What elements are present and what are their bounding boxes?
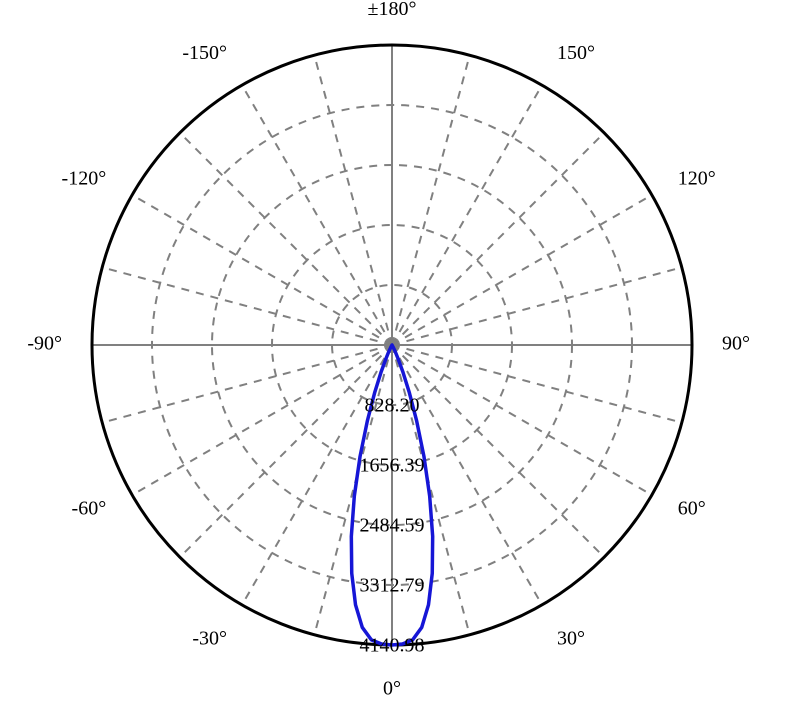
angle-label: 0° bbox=[383, 678, 401, 700]
radial-label: 4140.98 bbox=[360, 635, 425, 657]
radial-label: 3312.79 bbox=[360, 575, 425, 597]
radial-label: 828.20 bbox=[365, 395, 420, 417]
angle-label: 120° bbox=[678, 168, 716, 190]
angle-label: -120° bbox=[62, 168, 107, 190]
polar-chart: 828.20 1656.39 2484.59 3312.79 4140.98 0° 30° 6… bbox=[0, 0, 785, 704]
angle-label: -150° bbox=[182, 42, 227, 64]
radial-label: 2484.59 bbox=[360, 515, 425, 537]
angle-label: 90° bbox=[722, 333, 750, 355]
radial-label: 1656.39 bbox=[360, 455, 425, 477]
angle-label: ±180° bbox=[368, 0, 417, 20]
angle-label: -90° bbox=[27, 333, 62, 355]
angle-label: 60° bbox=[678, 498, 706, 520]
angle-label: 30° bbox=[557, 627, 585, 649]
angle-label: -30° bbox=[192, 627, 227, 649]
angle-label: -60° bbox=[72, 498, 107, 520]
angle-label: 150° bbox=[557, 42, 595, 64]
